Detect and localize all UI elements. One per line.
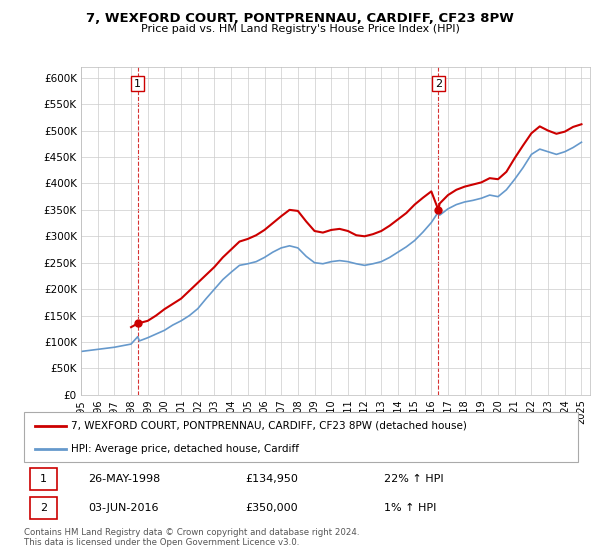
Text: £134,950: £134,950 — [246, 474, 299, 484]
Text: 22% ↑ HPI: 22% ↑ HPI — [385, 474, 444, 484]
Text: 7, WEXFORD COURT, PONTPRENNAU, CARDIFF, CF23 8PW: 7, WEXFORD COURT, PONTPRENNAU, CARDIFF, … — [86, 12, 514, 25]
Text: HPI: Average price, detached house, Cardiff: HPI: Average price, detached house, Card… — [71, 445, 299, 454]
Text: £350,000: £350,000 — [246, 503, 298, 513]
Text: 26-MAY-1998: 26-MAY-1998 — [88, 474, 160, 484]
Text: Contains HM Land Registry data © Crown copyright and database right 2024.
This d: Contains HM Land Registry data © Crown c… — [24, 528, 359, 547]
Text: Price paid vs. HM Land Registry's House Price Index (HPI): Price paid vs. HM Land Registry's House … — [140, 24, 460, 34]
Text: 03-JUN-2016: 03-JUN-2016 — [88, 503, 158, 513]
Bar — [29, 497, 57, 519]
Text: 2: 2 — [435, 78, 442, 88]
Text: 1: 1 — [134, 78, 141, 88]
Bar — [29, 468, 57, 490]
Text: 1: 1 — [40, 474, 47, 484]
Text: 1% ↑ HPI: 1% ↑ HPI — [385, 503, 437, 513]
Text: 2: 2 — [40, 503, 47, 513]
Text: 7, WEXFORD COURT, PONTPRENNAU, CARDIFF, CF23 8PW (detached house): 7, WEXFORD COURT, PONTPRENNAU, CARDIFF, … — [71, 421, 467, 431]
